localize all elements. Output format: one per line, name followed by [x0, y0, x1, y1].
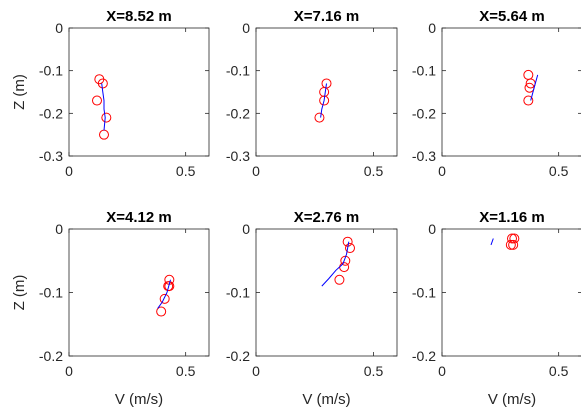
x-tick-label: 0.5: [549, 163, 569, 179]
axes-box: [255, 27, 398, 157]
x-tick-label: 0: [65, 363, 73, 379]
axes-box: [68, 228, 210, 357]
y-tick-label: -0.2: [39, 105, 63, 121]
y-tick-label: -0.1: [226, 63, 250, 79]
y-tick-label: 0: [428, 20, 436, 36]
y-axis-label: Z (m): [11, 275, 28, 311]
data-point: [97, 78, 108, 89]
series-line: [101, 83, 106, 131]
axes-box: [441, 27, 581, 157]
x-axis-label: V (m/s): [302, 391, 350, 408]
data-point: [505, 239, 516, 250]
subplot-title: X=5.64 m: [479, 8, 544, 25]
x-tick-label: 0.5: [176, 363, 196, 379]
series-line: [321, 241, 350, 287]
x-tick-label: 0.5: [364, 163, 384, 179]
data-point: [334, 274, 345, 285]
data-point: [345, 243, 355, 254]
subplot-6: X=1.16 m0-0.1-0.20 0.5V (m/s): [412, 209, 581, 408]
y-tick-label: -0.2: [39, 348, 63, 364]
data-point: [319, 95, 330, 106]
subplot-title: X=4.12 m: [106, 209, 171, 226]
x-tick-label: 0.5: [549, 363, 569, 379]
y-tick-label: -0.2: [412, 348, 436, 364]
x-tick-label: 0: [252, 163, 260, 179]
series-line: [530, 74, 539, 101]
data-point: [92, 95, 102, 106]
series-line: [490, 238, 494, 246]
y-tick-label: -0.3: [226, 148, 250, 164]
subplot-5: X=2.76 m0-0.1-0.20 0.5V (m/s): [226, 209, 398, 408]
y-tick-label: -0.2: [412, 105, 436, 121]
data-point: [508, 239, 519, 250]
data-point: [509, 233, 520, 244]
axes-box: [68, 27, 210, 157]
x-tick-label: 0: [438, 363, 446, 379]
subplot-4: X=4.12 m0-0.1-0.20 0.5Z (m)V (m/s): [11, 209, 210, 408]
y-tick-label: 0: [428, 221, 436, 237]
data-point: [523, 95, 534, 106]
axes-box: [441, 228, 581, 357]
y-tick-label: -0.1: [39, 63, 63, 79]
subplot-1: X=8.52 m0-0.1-0.2-0.30 0.5Z (m): [11, 8, 210, 179]
y-tick-label: -0.2: [226, 105, 250, 121]
x-tick-label: 0: [65, 163, 73, 179]
subplot-3: X=5.64 m0-0.1-0.2-0.30 0.5: [412, 8, 581, 179]
x-tick-label: 0: [252, 363, 260, 379]
x-tick-label: 0.5: [364, 363, 384, 379]
data-point: [314, 112, 325, 123]
y-tick-label: -0.3: [412, 148, 436, 164]
y-tick-label: -0.1: [412, 63, 436, 79]
data-point: [101, 112, 112, 123]
y-tick-label: -0.1: [226, 285, 250, 301]
series-line: [320, 83, 327, 118]
data-point: [159, 293, 170, 304]
data-point: [163, 281, 174, 292]
data-point: [507, 233, 517, 244]
y-tick-label: -0.1: [412, 285, 436, 301]
x-tick-label: 0: [438, 163, 446, 179]
axes-box: [255, 228, 398, 357]
y-tick-label: -0.2: [226, 348, 250, 364]
subplot-title: X=2.76 m: [294, 209, 359, 226]
x-axis-label: V (m/s): [115, 391, 163, 408]
subplot-title: X=8.52 m: [106, 8, 171, 25]
y-tick-label: -0.1: [39, 285, 63, 301]
y-tick-label: 0: [242, 20, 250, 36]
y-tick-label: 0: [55, 20, 63, 36]
subplot-title: X=1.16 m: [479, 209, 544, 226]
y-axis-label: Z (m): [11, 74, 28, 110]
y-tick-label: -0.3: [39, 148, 63, 164]
y-tick-label: 0: [55, 221, 63, 237]
series-line: [157, 279, 171, 309]
x-axis-label: V (m/s): [488, 391, 536, 408]
y-tick-label: 0: [242, 221, 250, 237]
x-tick-label: 0.5: [176, 163, 196, 179]
data-point: [156, 306, 167, 317]
subplot-title: X=7.16 m: [294, 8, 359, 25]
subplot-2: X=7.16 m0-0.1-0.2-0.30 0.5: [226, 8, 398, 179]
